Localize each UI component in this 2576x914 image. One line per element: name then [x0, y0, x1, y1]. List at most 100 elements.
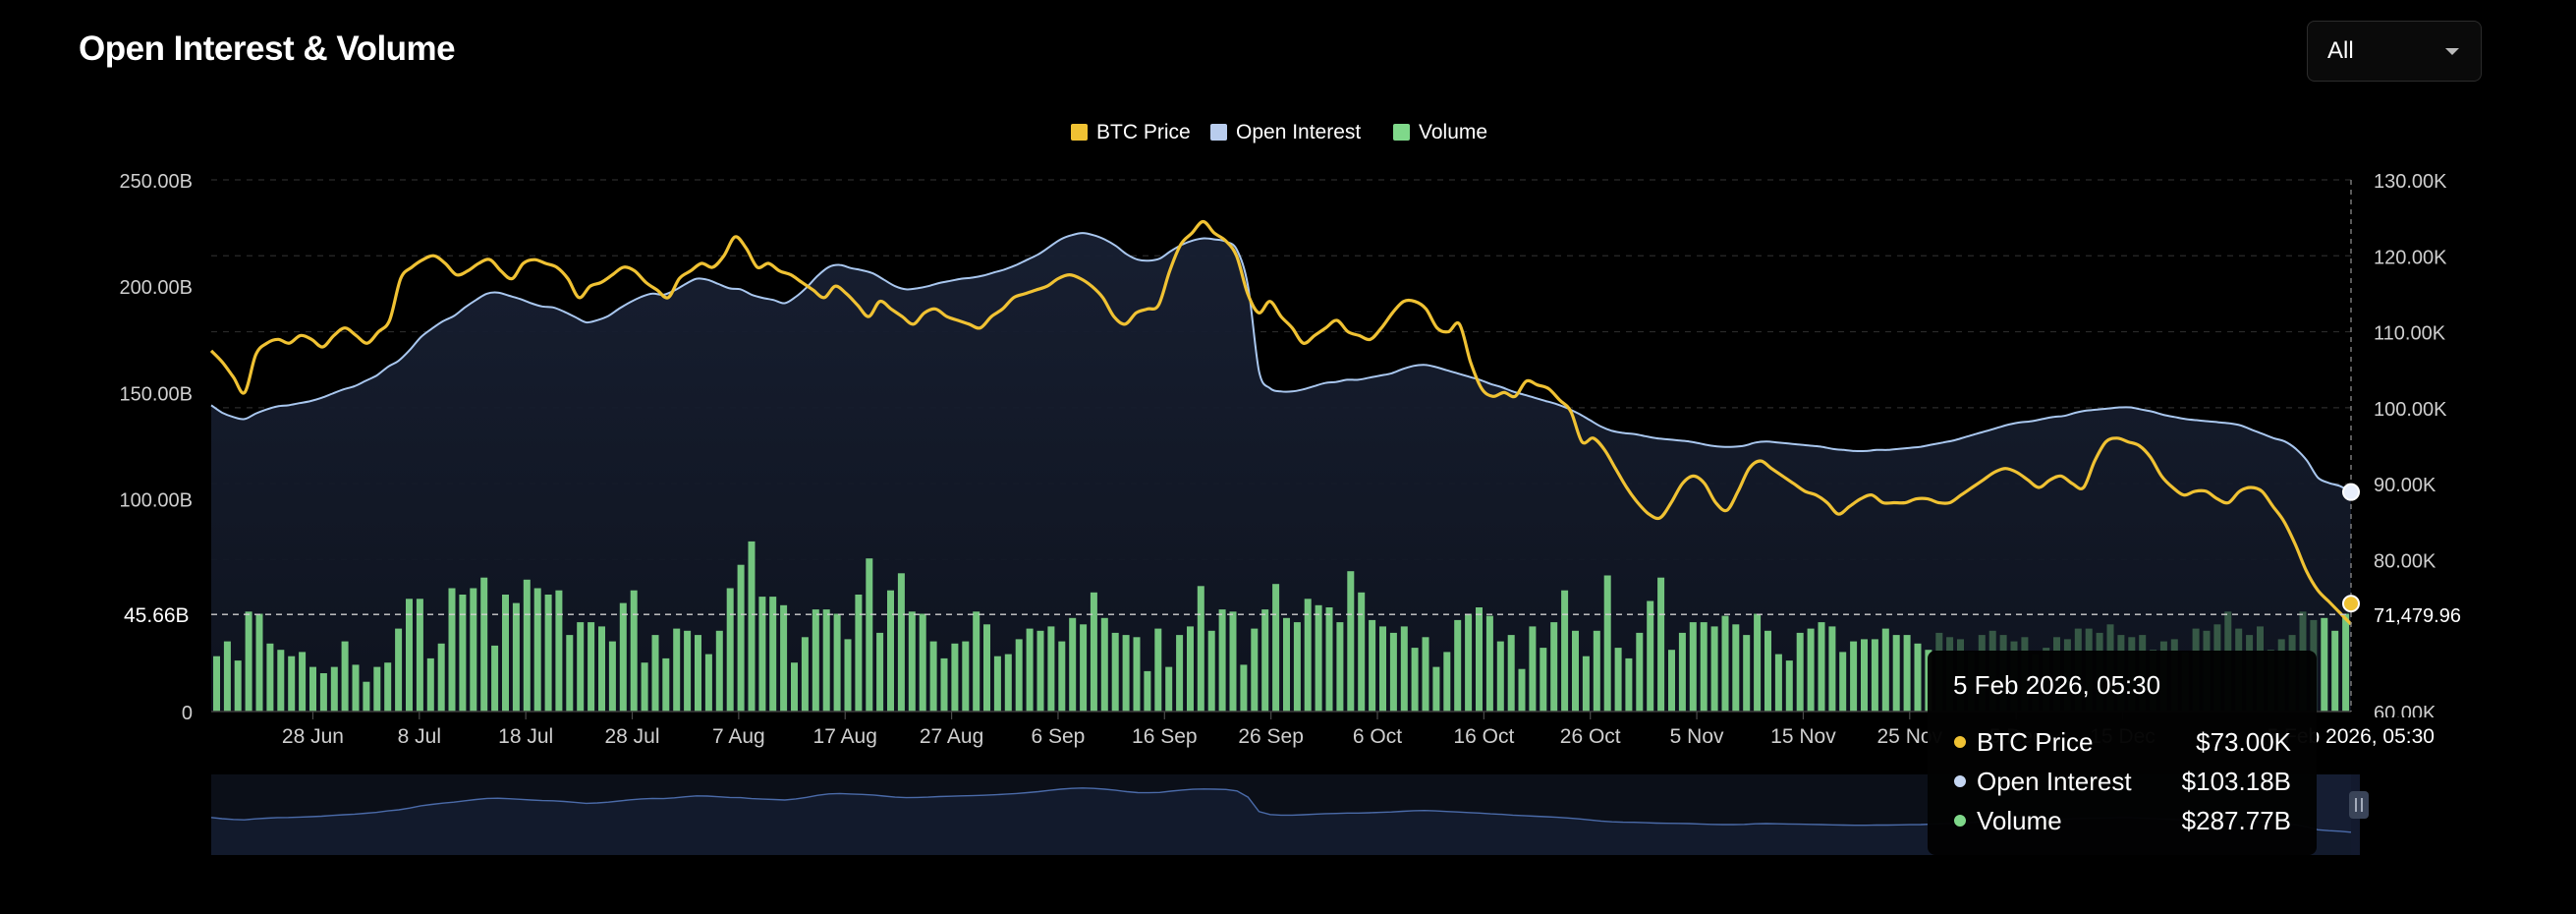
- open-interest-line: [210, 232, 2352, 493]
- volume-bar: [1774, 654, 1782, 712]
- volume-bar: [1818, 622, 1825, 712]
- volume-bar: [299, 652, 307, 712]
- right-axis-tick-label: 120.00K: [2374, 247, 2447, 268]
- volume-bar: [1283, 617, 1290, 712]
- legend-swatch-btc-price: [1071, 124, 1088, 141]
- volume-bar: [973, 611, 980, 712]
- volume-bar: [395, 628, 403, 712]
- volume-bar: [758, 597, 766, 712]
- volume-bar: [748, 541, 756, 712]
- volume-bar: [1871, 639, 1878, 712]
- open-interest-marker: [2342, 483, 2360, 501]
- volume-bar: [993, 656, 1001, 712]
- range-select[interactable]: All: [2307, 21, 2482, 82]
- volume-bar: [1903, 635, 1911, 712]
- volume-bar: [341, 641, 349, 712]
- volume-bar: [1721, 615, 1729, 712]
- volume-bar: [812, 609, 819, 712]
- volume-bar: [1176, 635, 1184, 712]
- volume-bar: [330, 666, 338, 712]
- tooltip-row-volume: Volume $287.77B: [1953, 801, 2291, 840]
- volume-bar: [416, 599, 423, 712]
- tooltip-value: $287.77B: [2181, 805, 2291, 835]
- volume-bar: [630, 590, 638, 712]
- volume-bar: [1892, 635, 1900, 712]
- volume-bar: [213, 656, 220, 712]
- volume-bar: [491, 645, 499, 712]
- volume-bar: [608, 641, 616, 712]
- volume-bar: [1187, 626, 1194, 712]
- right-axis-tick-label: 100.00K: [2374, 399, 2447, 421]
- volume-bar: [1850, 641, 1858, 712]
- volume-bar: [1807, 628, 1815, 712]
- volume-bar: [1293, 622, 1301, 712]
- volume-bar: [1304, 599, 1312, 712]
- volume-bar: [384, 662, 392, 712]
- open-interest-area: [211, 233, 2351, 712]
- volume-bar: [1625, 657, 1633, 712]
- volume-bar: [544, 595, 552, 712]
- volume-bar: [1369, 619, 1376, 712]
- volume-bar: [223, 641, 231, 712]
- tooltip-value: $103.18B: [2181, 766, 2291, 796]
- x-axis-tick-label: 15 Nov: [1770, 725, 1836, 748]
- volume-bar: [1325, 607, 1333, 712]
- open-interest-area-fill: [211, 233, 2351, 712]
- range-select-value: All: [2327, 37, 2354, 64]
- volume-bar: [801, 637, 809, 712]
- volume-bar: [641, 662, 648, 712]
- volume-bar: [448, 588, 456, 712]
- right-axis-tick-label: 110.00K: [2374, 323, 2446, 345]
- volume-bar: [352, 664, 360, 712]
- volume-bar: [2321, 617, 2328, 712]
- volume-bar: [1839, 652, 1847, 712]
- volume-bar: [1828, 626, 1836, 712]
- legend-label-btc-price[interactable]: BTC Price: [1096, 121, 1191, 143]
- x-axis-tick-label: 16 Sep: [1132, 725, 1198, 748]
- volume-bar: [673, 628, 681, 712]
- volume-bar: [502, 595, 509, 712]
- x-axis-tick-label: 25 Nov: [1877, 725, 1943, 748]
- btc-price-marker: [2342, 595, 2360, 613]
- volume-bar: [1732, 624, 1740, 712]
- volume-bar: [1572, 630, 1579, 712]
- legend-swatch-volume: [1393, 124, 1410, 141]
- crosshair-x-label-bg: [2293, 717, 2450, 753]
- volume-bar: [876, 632, 884, 712]
- volume-bar: [288, 656, 296, 712]
- volume-bar: [1550, 622, 1558, 712]
- volume-bar: [929, 641, 937, 712]
- volume-bar: [1743, 635, 1751, 712]
- volume-bar: [962, 641, 970, 712]
- tooltip-label: BTC Price: [1977, 726, 2094, 757]
- x-axis-tick-label: 26 Sep: [1238, 725, 1304, 748]
- volume-bar: [1240, 664, 1248, 712]
- volume-bar: [1614, 648, 1622, 712]
- volume-bar: [1197, 586, 1204, 712]
- x-axis-tick-label: 8 Jul: [398, 725, 441, 748]
- volume-bar: [1603, 575, 1611, 712]
- x-axis-tick-label: 7 Aug: [712, 725, 765, 748]
- volume-bar: [566, 635, 574, 712]
- volume-bar: [1465, 613, 1473, 712]
- volume-bar: [1218, 609, 1226, 712]
- volume-bar: [715, 630, 723, 712]
- left-axis-tick-label: 0: [182, 703, 193, 724]
- volume-bar: [1004, 654, 1012, 712]
- right-axis-tick-label: 130.00K: [2374, 171, 2447, 193]
- volume-bar: [844, 639, 852, 712]
- volume-bar: [704, 654, 712, 712]
- tooltip-title: 5 Feb 2026, 05:30: [1953, 670, 2161, 700]
- volume-bar: [426, 657, 434, 712]
- legend-label-volume[interactable]: Volume: [1419, 121, 1487, 143]
- volume-bar: [1026, 628, 1034, 712]
- volume-bar: [897, 573, 905, 712]
- volume-bar: [1400, 626, 1408, 712]
- volume-bar: [512, 602, 520, 712]
- caret-down-icon: [2445, 48, 2459, 55]
- volume-bar: [1785, 660, 1793, 712]
- legend-label-open-interest[interactable]: Open Interest: [1236, 121, 1361, 143]
- volume-bar: [266, 643, 274, 712]
- x-axis-tick-label: 18 Jul: [498, 725, 553, 748]
- crosshair-right-label-bg: [2358, 598, 2482, 632]
